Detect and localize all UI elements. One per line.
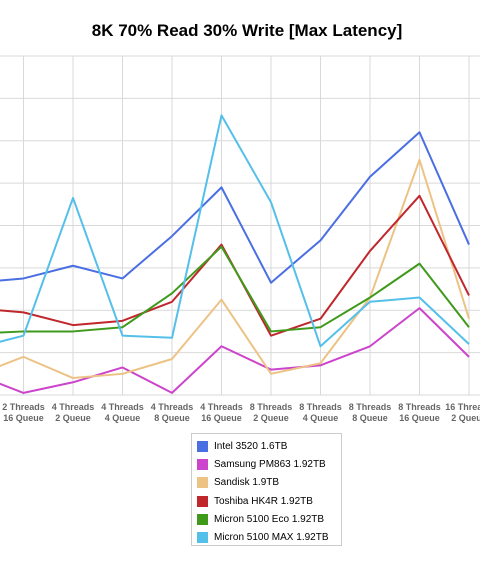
series-line-1 bbox=[0, 307, 470, 394]
series-line-2 bbox=[0, 158, 470, 380]
series-line-5 bbox=[0, 114, 470, 348]
x-tick-label: 8 Threads 4 Queue bbox=[299, 402, 342, 423]
x-tick-label: 4 Threads 4 Queue bbox=[101, 402, 144, 423]
legend-swatch bbox=[197, 532, 208, 544]
x-tick-label: 4 Threads 16 Queue bbox=[200, 402, 243, 423]
legend-swatch bbox=[197, 495, 208, 507]
legend-label: Micron 5100 MAX 1.92TB bbox=[214, 532, 329, 544]
x-tick-label: 8 Threads 2 Queue bbox=[250, 402, 293, 423]
legend-swatch bbox=[197, 458, 208, 470]
x-tick-label: 2 Threads 16 Queue bbox=[2, 402, 45, 423]
legend-label: Intel 3520 1.6TB bbox=[214, 440, 288, 452]
legend-item: Toshiba HK4R 1.92TB bbox=[197, 492, 341, 510]
x-tick-label: 8 Threads 16 Queue bbox=[398, 402, 441, 423]
legend-swatch bbox=[197, 440, 208, 452]
chart-title: 8K 70% Read 30% Write [Max Latency] bbox=[92, 21, 403, 40]
legend-label: Toshiba HK4R 1.92TB bbox=[214, 495, 313, 507]
x-tick-label: 4 Threads 8 Queue bbox=[151, 402, 194, 423]
legend-item: Intel 3520 1.6TB bbox=[197, 437, 341, 455]
legend-item: Micron 5100 MAX 1.92TB bbox=[197, 528, 341, 546]
legend-label: Samsung PM863 1.92TB bbox=[214, 458, 326, 470]
legend-label: Micron 5100 Eco 1.92TB bbox=[214, 513, 325, 525]
series-line-3 bbox=[0, 194, 470, 337]
x-tick-label: 8 Threads 8 Queue bbox=[349, 402, 392, 423]
series-line-4 bbox=[0, 245, 470, 334]
legend-item: Samsung PM863 1.92TB bbox=[197, 455, 341, 473]
x-tick-label: 4 Threads 2 Queue bbox=[52, 402, 95, 423]
series-lines bbox=[0, 114, 470, 394]
legend-swatch bbox=[197, 513, 208, 525]
legend-item: Sandisk 1.9TB bbox=[197, 474, 341, 492]
legend-label: Sandisk 1.9TB bbox=[214, 477, 280, 489]
legend-swatch bbox=[197, 477, 208, 489]
series-line-0 bbox=[0, 131, 470, 284]
plot-grid bbox=[0, 55, 480, 396]
legend-item: Micron 5100 Eco 1.92TB bbox=[197, 510, 341, 528]
legend: Intel 3520 1.6TB Samsung PM863 1.92TB Sand… bbox=[191, 433, 342, 546]
